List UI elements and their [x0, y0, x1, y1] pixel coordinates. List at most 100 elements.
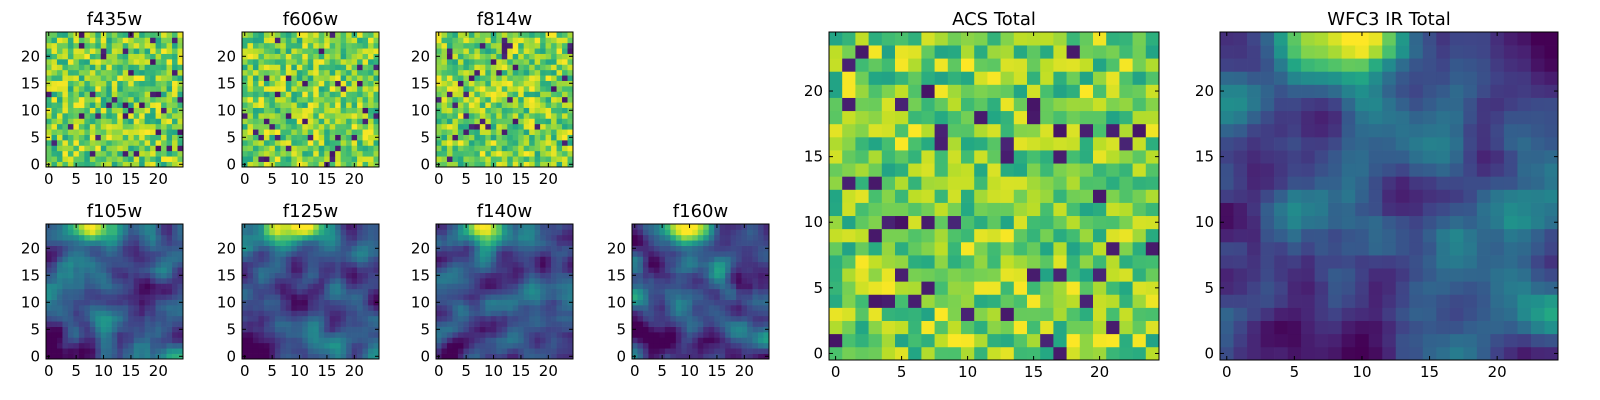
y-tick-label: 0: [30, 347, 40, 365]
heatmap-cell: [529, 80, 535, 87]
heatmap-cell: [340, 321, 347, 327]
heatmap-cell: [128, 150, 135, 157]
heatmap-cell: [368, 145, 374, 152]
heatmap-cell: [730, 224, 737, 230]
heatmap-cell: [675, 299, 682, 306]
x-tick-label: 15: [121, 362, 140, 380]
heatmap-cell: [659, 267, 666, 273]
heatmap-cell: [302, 145, 309, 152]
heatmap-cell: [340, 332, 347, 338]
heatmap-cell: [567, 337, 574, 344]
heatmap-cell: [117, 129, 124, 135]
heatmap-cell: [62, 91, 69, 98]
heatmap-cell: [318, 42, 325, 49]
heatmap-cell: [166, 37, 173, 44]
heatmap-cell: [686, 299, 693, 306]
heatmap-cell: [545, 69, 552, 76]
heatmap-cell: [161, 288, 167, 295]
heatmap-cell: [122, 69, 129, 76]
heatmap-cell: [446, 224, 453, 230]
heatmap-cell: [368, 245, 374, 252]
heatmap-cell: [463, 337, 470, 344]
heatmap-cell: [463, 278, 470, 284]
heatmap-cell: [512, 256, 519, 263]
heatmap-cell: [496, 75, 503, 81]
heatmap-cell: [280, 118, 287, 125]
heatmap-cell: [457, 267, 464, 273]
heatmap-cell: [637, 278, 644, 284]
heatmap-cell: [457, 283, 464, 290]
heatmap-cell: [485, 229, 492, 236]
heatmap-cell: [703, 234, 710, 241]
heatmap-cell: [1079, 307, 1094, 321]
heatmap-cell: [291, 140, 298, 146]
heatmap-cell: [908, 268, 922, 282]
heatmap-cell: [95, 140, 102, 146]
heatmap-cell: [842, 255, 856, 269]
heatmap-cell: [567, 283, 574, 290]
heatmap-cell: [291, 278, 298, 284]
heatmap-cell: [242, 348, 248, 354]
heatmap-cell: [485, 59, 492, 65]
heatmap-cell: [313, 75, 320, 81]
heatmap-cell: [842, 320, 856, 335]
heatmap-cell: [697, 326, 704, 333]
heatmap-cell: [280, 129, 287, 135]
heatmap-cell: [468, 326, 475, 333]
heatmap-cell: [362, 310, 369, 317]
x-tick-label: 5: [657, 362, 667, 380]
heatmap-cell: [529, 64, 535, 71]
heatmap-cell: [446, 80, 453, 87]
heatmap-cell: [697, 240, 704, 246]
heatmap-cell: [752, 348, 759, 354]
heatmap-cell: [659, 283, 666, 290]
heatmap-cell: [73, 59, 80, 65]
heatmap-cell: [324, 150, 331, 157]
heatmap-cell: [1040, 163, 1054, 177]
heatmap-cell: [523, 251, 530, 257]
heatmap-cell: [307, 305, 314, 311]
heatmap-cell: [736, 245, 742, 252]
heatmap-cell: [479, 240, 486, 246]
heatmap-cell: [961, 241, 975, 256]
heatmap-cell: [351, 123, 358, 130]
heatmap-cell: [335, 315, 341, 322]
heatmap-cell: [730, 288, 737, 295]
heatmap-cell: [452, 261, 459, 268]
heatmap-cell: [324, 80, 331, 87]
heatmap-cell: [908, 228, 922, 243]
heatmap-cell: [653, 251, 660, 257]
heatmap-cell: [664, 224, 671, 230]
heatmap-cell: [523, 305, 530, 311]
heatmap-cell: [335, 326, 341, 333]
heatmap-cell: [452, 315, 459, 322]
heatmap-cell: [512, 91, 519, 98]
heatmap-cell: [51, 129, 58, 135]
heatmap-cell: [247, 123, 254, 130]
heatmap-cell: [855, 189, 869, 203]
heatmap-cell: [291, 326, 298, 333]
heatmap-cell: [659, 315, 666, 322]
heatmap-cell: [567, 48, 574, 54]
heatmap-cell: [340, 245, 347, 252]
heatmap-cell: [172, 229, 178, 236]
heatmap-cell: [730, 326, 737, 333]
heatmap-cell: [324, 288, 331, 295]
heatmap-cell: [758, 261, 764, 268]
heatmap-cell: [128, 118, 135, 125]
heatmap-cell: [479, 118, 486, 125]
heatmap-cell: [551, 145, 557, 152]
heatmap-cell: [632, 251, 638, 257]
heatmap-cell: [545, 37, 552, 44]
heatmap-cell: [725, 272, 731, 279]
heatmap-cell: [144, 32, 151, 38]
heatmap-cell: [562, 267, 568, 273]
heatmap-cell: [362, 342, 369, 349]
heatmap-cell: [144, 145, 151, 152]
heatmap-cell: [908, 346, 922, 361]
heatmap-cell: [291, 75, 298, 81]
heatmap-cell: [56, 256, 63, 263]
heatmap-cell: [263, 96, 270, 103]
heatmap-cell: [373, 332, 380, 338]
heatmap-cell: [529, 294, 535, 300]
